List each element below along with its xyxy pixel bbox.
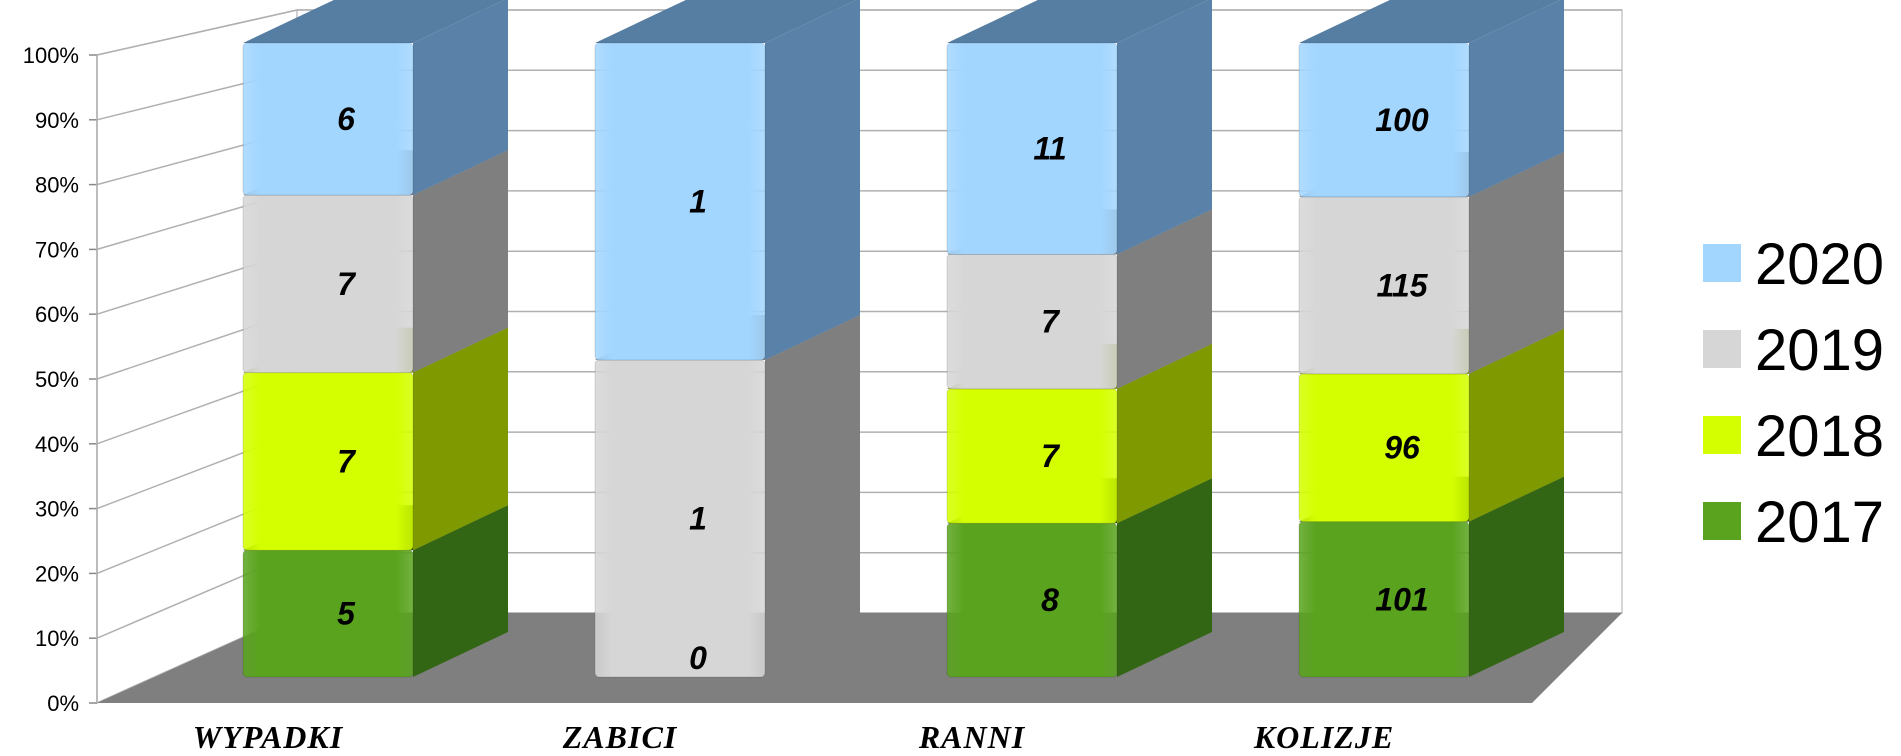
bar-RANNI-2018 — [946, 388, 1118, 524]
legend-label-2017: 2017 — [1755, 490, 1884, 555]
data-label-WYPADKI-2018: 7 — [337, 443, 357, 479]
data-label-KOLIZJE-2019: 115 — [1376, 267, 1428, 303]
bar-top-2020 — [595, 0, 856, 43]
legend-label-2020: 2020 — [1755, 232, 1884, 297]
y-tick-label: 100% — [23, 43, 79, 68]
bar-WYPADKI-2020 — [242, 42, 414, 196]
y-tick-label: 50% — [35, 367, 79, 392]
gridline-side — [96, 9, 298, 56]
y-tick-label: 60% — [35, 302, 79, 327]
y-tick-label: 0% — [47, 691, 79, 716]
bar-ZABICI-2020 — [594, 42, 766, 361]
bar-side-2017 — [413, 505, 508, 677]
data-label-KOLIZJE-2017: 101 — [1375, 581, 1428, 617]
bar-side-2018 — [1469, 328, 1564, 522]
x-category-label: KOLIZJE — [1253, 719, 1394, 755]
bar-side-2019 — [1469, 151, 1564, 374]
bar-side-2018 — [413, 327, 508, 551]
bar-side-2020 — [1469, 0, 1564, 197]
bar-side-2019 — [413, 150, 508, 373]
bar-RANNI-2019 — [946, 253, 1118, 390]
bar-top-2020 — [1299, 0, 1560, 43]
data-label-ZABICI-2019: 1 — [689, 501, 707, 537]
data-label-ZABICI-2020: 1 — [689, 184, 707, 220]
data-label-RANNI-2020: 11 — [1033, 131, 1066, 167]
bar-side-2017 — [1117, 478, 1212, 677]
y-tick-label: 30% — [35, 497, 79, 522]
bar-side-2019 — [1117, 209, 1212, 389]
x-category-label: RANNI — [918, 719, 1026, 755]
legend-swatch-2017 — [1703, 502, 1741, 540]
data-label-RANNI-2018: 7 — [1041, 438, 1061, 474]
bar-side-2020 — [765, 0, 860, 360]
legend-label-2018: 2018 — [1755, 404, 1884, 469]
y-tick-label: 10% — [35, 626, 79, 651]
data-label-RANNI-2017: 8 — [1041, 582, 1059, 618]
bar-side-2020 — [413, 0, 508, 196]
legend-label-2019: 2019 — [1755, 318, 1884, 383]
data-label-RANNI-2019: 7 — [1041, 304, 1061, 340]
x-axis: WYPADKI ZABICI RANNI KOLIZJE — [193, 719, 1394, 755]
data-label-WYPADKI-2019: 7 — [337, 266, 357, 302]
data-label-KOLIZJE-2020: 100 — [1375, 102, 1429, 138]
y-tick-label: 80% — [35, 173, 79, 198]
legend-swatch-2020 — [1703, 244, 1741, 282]
bar-RANNI-2020 — [946, 42, 1118, 255]
bar-WYPADKI-2019 — [242, 194, 414, 374]
y-tick-label: 20% — [35, 561, 79, 586]
bar-WYPADKI-2017 — [242, 549, 414, 678]
data-label-ZABICI-2017: 0 — [689, 640, 707, 676]
y-tick-label: 40% — [35, 432, 79, 457]
bar-side-2019 — [765, 315, 860, 677]
x-category-label: ZABICI — [562, 719, 678, 755]
bar-top-2020 — [947, 0, 1208, 43]
bar-ZABICI-2019 — [594, 359, 766, 678]
bar-KOLIZJE-2017 — [1298, 521, 1470, 678]
bar-WYPADKI-2018 — [242, 372, 414, 551]
bar-top-2020 — [243, 0, 504, 43]
y-tick-label: 90% — [35, 108, 79, 133]
x-category-label: WYPADKI — [193, 719, 344, 755]
legend: 2020 2019 2018 2017 — [1703, 232, 1884, 555]
legend-swatch-2018 — [1703, 416, 1741, 454]
y-axis: 0% 10% 20% 30% 40% 50% 60% 70% 80% 90% 100% — [23, 43, 98, 716]
legend-swatch-2019 — [1703, 330, 1741, 368]
bar-side-2018 — [1117, 343, 1212, 524]
data-label-WYPADKI-2017: 5 — [337, 596, 356, 632]
bar-side-2020 — [1117, 0, 1212, 255]
data-label-KOLIZJE-2018: 96 — [1384, 430, 1420, 466]
bar-RANNI-2017 — [946, 522, 1118, 678]
data-label-WYPADKI-2020: 6 — [337, 101, 355, 137]
bar-stacks — [242, 0, 1564, 678]
bar-side-2017 — [1469, 476, 1564, 677]
bar-KOLIZJE-2020 — [1298, 42, 1470, 198]
y-tick-label: 70% — [35, 237, 79, 262]
